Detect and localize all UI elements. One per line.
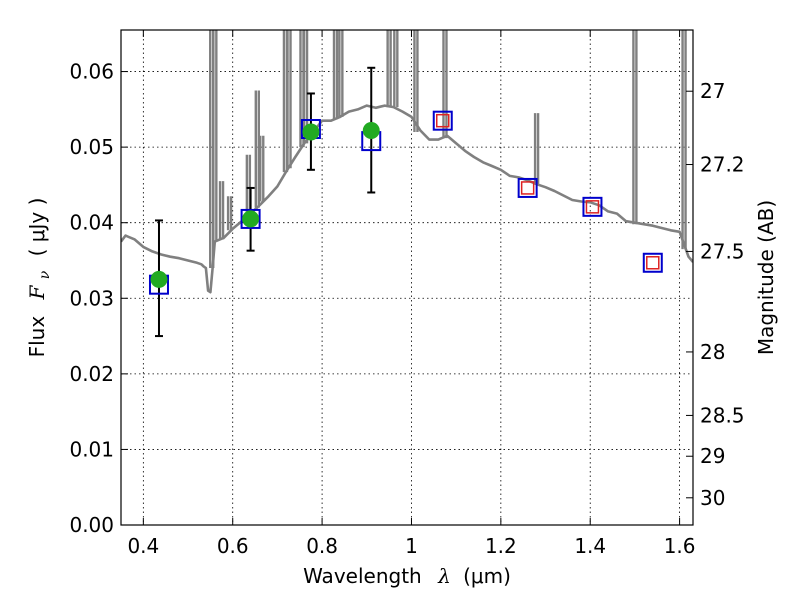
x-tick-label: 0.6 <box>217 534 249 558</box>
sed-emission-line <box>442 30 448 139</box>
ir-band-marker <box>520 181 535 195</box>
model-band-square <box>642 252 663 273</box>
y-axis-label-symbol: F <box>25 284 49 300</box>
x-axis-label-symbol: λ <box>437 564 451 588</box>
sed-emission-line <box>338 30 344 117</box>
sed-emission-line <box>226 196 233 231</box>
sed-emission-line <box>413 30 419 133</box>
observed-point <box>242 210 260 228</box>
y-axis-label: Flux F ν ( μJy ) <box>25 198 54 358</box>
y2-tick-label: 29 <box>700 444 725 468</box>
model-band-square <box>432 110 453 131</box>
y-tick-label: 0.06 <box>69 60 114 84</box>
y2-tick-label: 27.5 <box>700 239 745 263</box>
sed-emission-line <box>212 30 218 242</box>
y-tick-label: 0.03 <box>69 286 114 310</box>
x-axis-label-unit: (μm) <box>463 564 511 588</box>
plot-frame <box>120 29 694 526</box>
x-axis-label-text: Wavelength <box>303 564 422 588</box>
sed-emission-line <box>259 135 265 202</box>
x-tick-label: 0.8 <box>306 534 338 558</box>
y-tick-label: 0.02 <box>69 362 114 386</box>
observed-point <box>150 270 168 288</box>
sed-emission-line <box>393 30 399 108</box>
x-axis-label: Wavelength λ (μm) <box>303 564 511 588</box>
y2-tick-label: 27.2 <box>700 153 745 177</box>
ir-band-marker <box>646 256 660 270</box>
sed-emission-line <box>332 30 339 120</box>
axis-ticks: 0.4 0.6 0.8 1 1.2 1.4 1.6 0.00 0.01 0.02 0.03 0.04 0… <box>69 30 745 558</box>
y-tick-label: 0.01 <box>69 437 114 461</box>
y-tick-label: 0.00 <box>69 513 114 537</box>
x-tick-label: 0.4 <box>127 534 159 558</box>
sed-emission-line <box>254 90 260 208</box>
x-tick-label: 1.2 <box>485 534 517 558</box>
model-band-square <box>240 208 261 229</box>
plot-area <box>121 30 693 338</box>
x-tick-label: 1.6 <box>664 534 696 558</box>
y-axis-label-subscript: ν <box>37 270 53 279</box>
y2-tick-label: 27 <box>700 79 725 103</box>
sed-emission-line <box>218 181 225 240</box>
y2-tick-label: 30 <box>700 486 725 510</box>
y-tick-label: 0.05 <box>69 135 114 159</box>
sed-line <box>121 104 693 294</box>
sed-emission-line <box>245 154 252 218</box>
y2-tick-label: 28 <box>700 340 725 364</box>
y-axis-label-unit: ( μJy ) <box>25 198 49 257</box>
x-tick-label: 1 <box>405 534 418 558</box>
sed-emission-line <box>681 30 687 250</box>
observed-point <box>302 123 320 141</box>
x-tick-label: 1.4 <box>574 534 606 558</box>
ir-band-marker <box>585 200 600 214</box>
sed-emission-line <box>286 30 292 169</box>
y2-tick-label: 28.5 <box>700 403 745 427</box>
sed-emission-line <box>533 113 540 185</box>
right-axis-label: Magnitude (AB) <box>754 200 778 355</box>
y-axis-label-text: Flux <box>25 316 49 358</box>
ir-band-marker <box>436 113 450 128</box>
model-band-square <box>582 196 603 217</box>
sed-emission-line <box>386 30 392 108</box>
y-tick-label: 0.04 <box>69 211 114 235</box>
sed-emission-line <box>632 30 638 225</box>
model-band-square <box>517 177 538 198</box>
observed-point <box>362 122 380 140</box>
